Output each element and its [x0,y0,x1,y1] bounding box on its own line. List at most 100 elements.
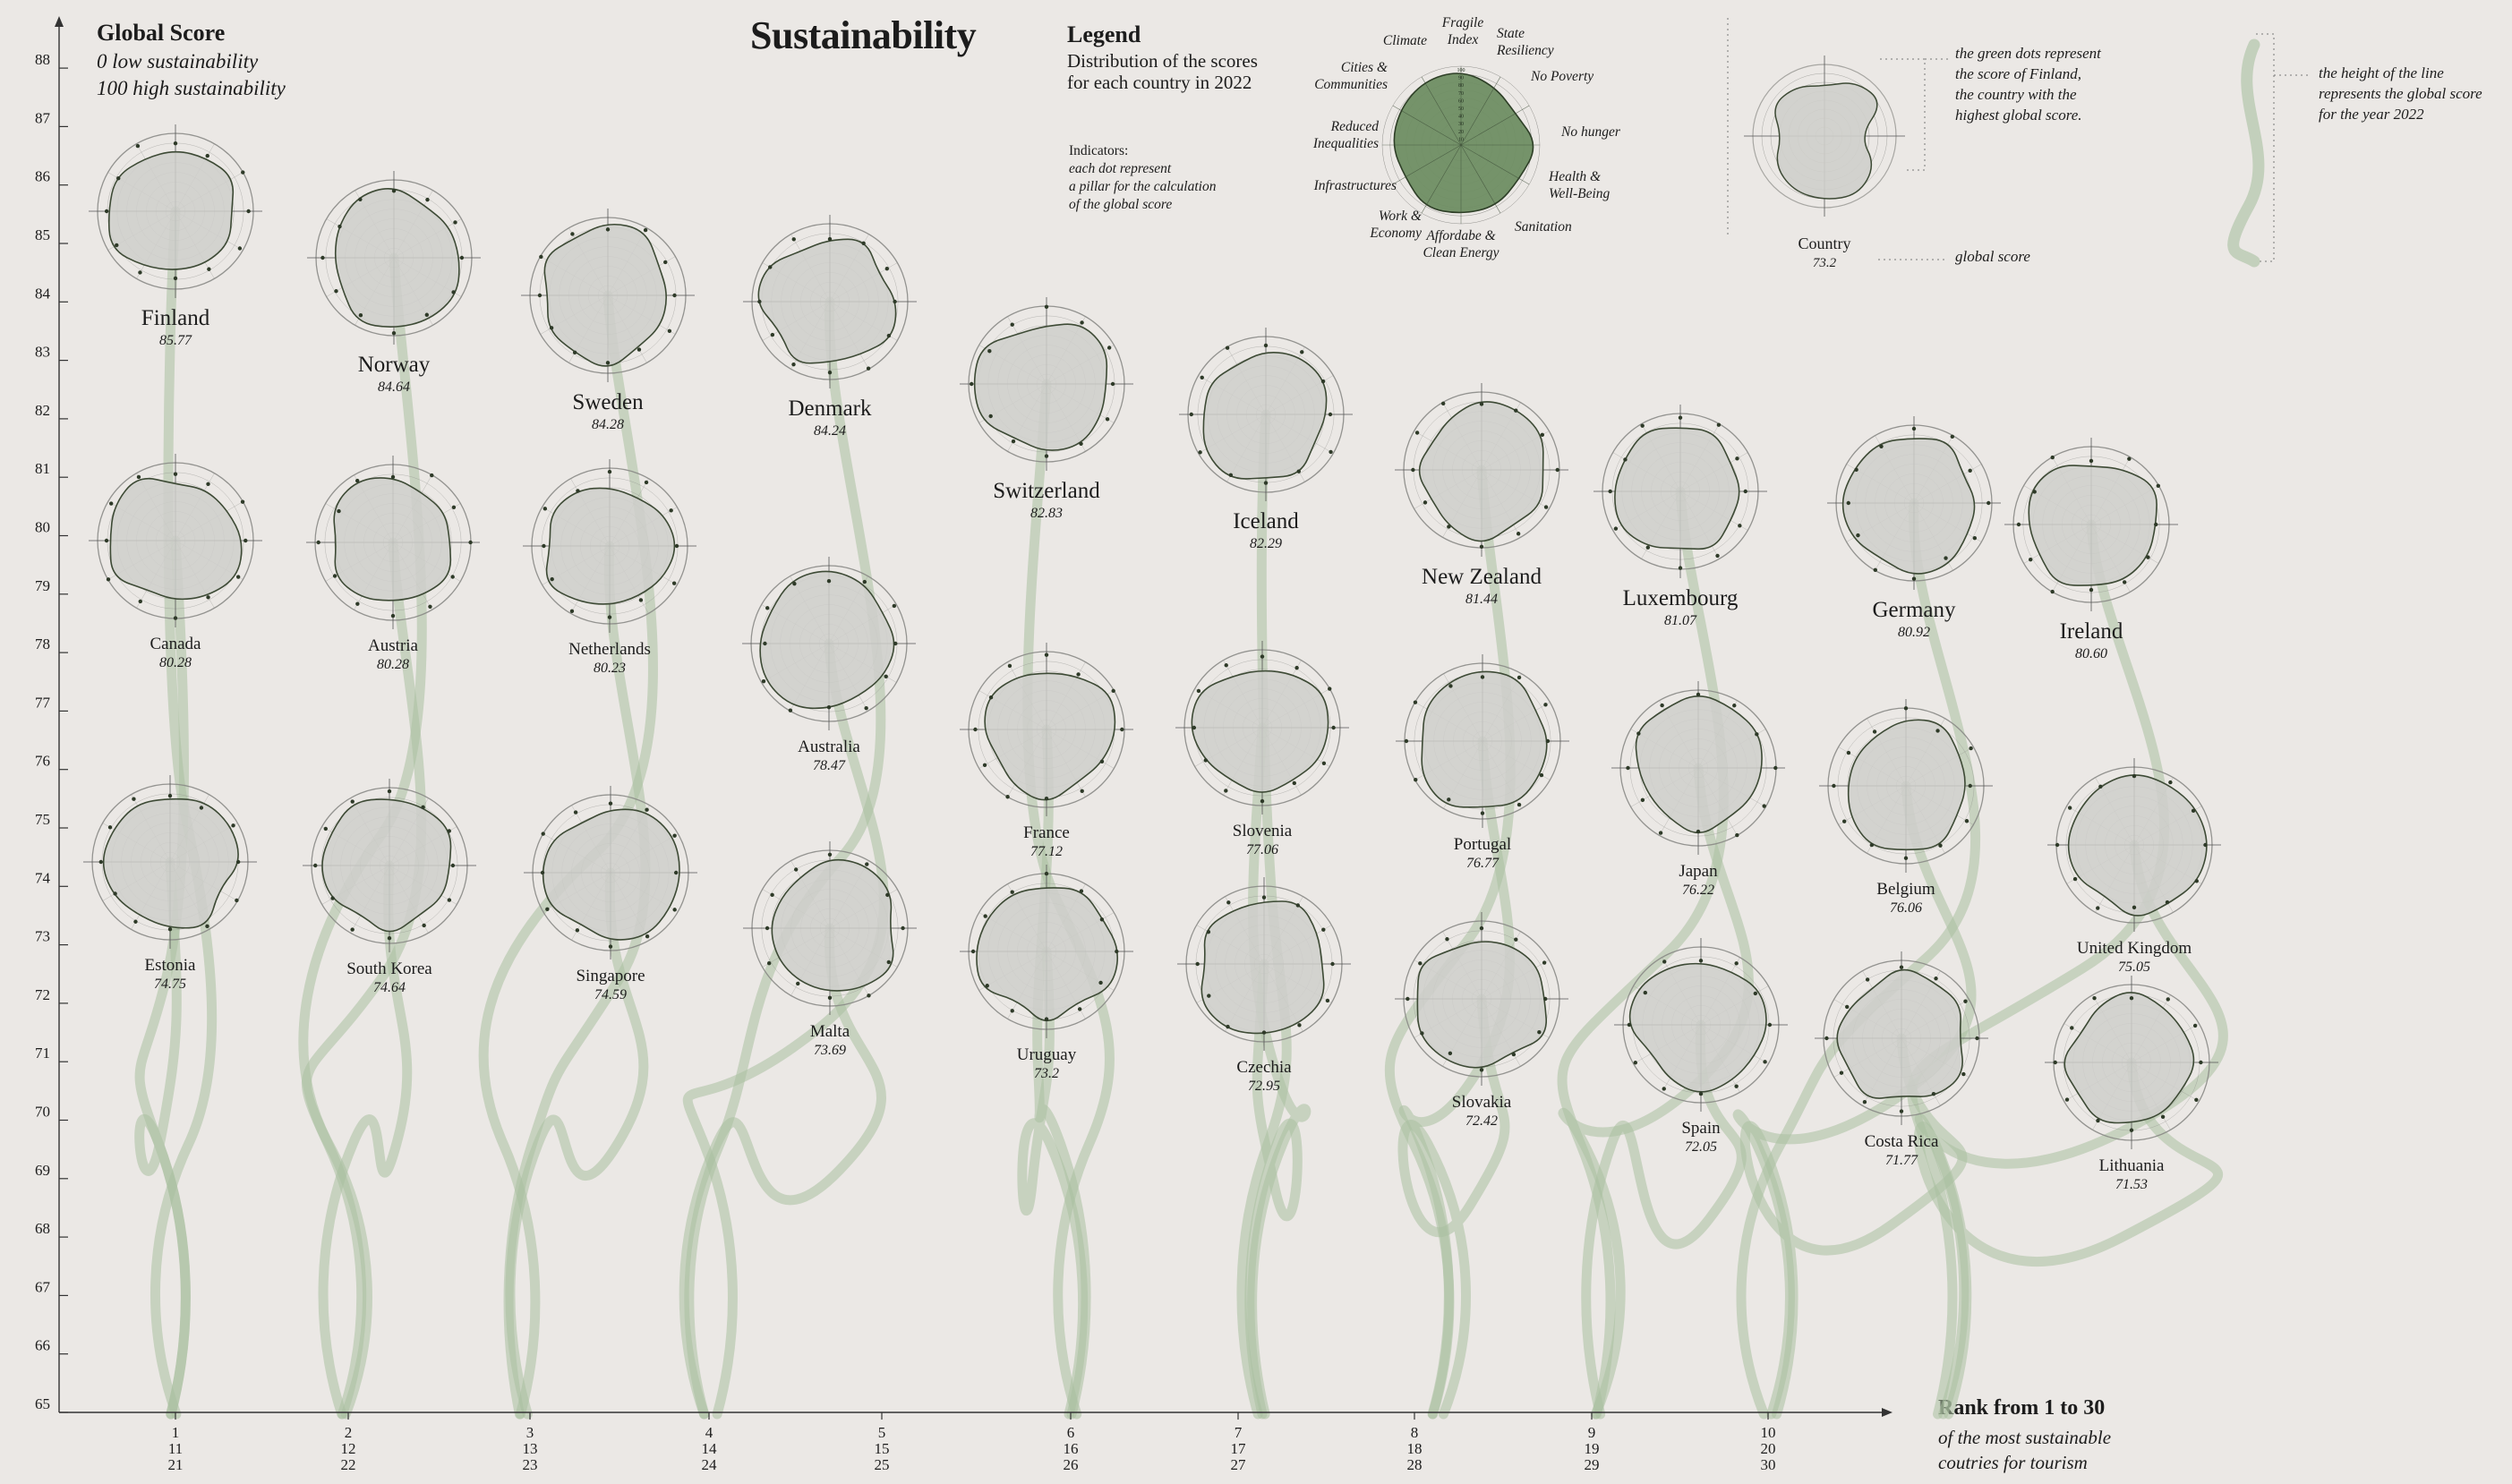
radar-dot [1110,381,1115,387]
legend-pillar-label: Infrastructures [1313,178,1397,193]
radar-dot [791,362,796,367]
radar-dot [1660,703,1664,708]
radar-lithuania [2045,976,2218,1149]
ribbon-luxembourg [1557,486,1729,1420]
radar-dot [2156,483,2161,489]
radar-dot [104,538,109,543]
radar-costa-rica [1815,951,1988,1125]
radar-dot [982,763,987,768]
radar-switzerland [960,297,1133,471]
radar-dot [1120,727,1124,732]
radar-dot [2129,995,2134,1001]
legend-scale-tick: 60 [1458,98,1464,104]
radar-canada [89,454,262,627]
radar-dot [1226,1024,1230,1029]
radar-dot [1938,843,1943,848]
radar-dot [1743,489,1747,494]
legend-spoke [1392,105,1462,146]
radar-dot [173,276,178,281]
global-score-low: 0 low sustainability [97,50,259,72]
radar-dot [390,613,396,618]
radar-dot [1626,765,1630,771]
radar-dot [645,934,650,939]
radar-dot [1300,350,1304,354]
radar-dot [796,981,800,986]
country-name: Germany [1872,598,1956,622]
x-tick-label: 30 [1761,1456,1776,1473]
radar-dot [104,209,109,214]
indicators-line-1: each dot represent [1069,161,1172,176]
radar-dot [1414,777,1418,782]
ribbon-denmark [684,296,886,1420]
radar-dot [1329,449,1333,455]
x-tick-label: 18 [1407,1440,1423,1457]
radar-dot [791,237,796,242]
radar-dot [1911,426,1917,431]
radar-dot [1964,819,1969,823]
radar-dot [793,867,799,872]
radar-dot [1189,412,1193,417]
legend-spoke [1392,144,1462,185]
radar-dot [539,254,543,260]
radar-dot [1203,758,1209,763]
radar-dot [1196,688,1201,694]
radar-shape [759,570,895,710]
y-tick-label: 84 [35,285,51,302]
radar-dot [2032,490,2037,494]
x-tick-label: 25 [875,1456,890,1473]
radar-dot [827,370,833,375]
legend-pillar-label: Resiliency [1496,43,1554,58]
radar-dot [173,616,178,620]
radar-netherlands [523,459,696,633]
radar-shape [1416,941,1547,1069]
radar-shape [1635,695,1763,834]
y-tick-label: 82 [35,402,50,419]
radar-dot [1961,1071,1966,1077]
country-name: Lithuania [2099,1156,2165,1175]
x-tick-label: 19 [1585,1440,1600,1457]
radar-dot [244,538,248,543]
ribbon-malta [679,923,886,1420]
radar-dot [2194,879,2199,883]
rank-title: Rank from 1 to 30 [1938,1396,2106,1420]
radar-dot [1987,500,1991,506]
radar-dot [1098,980,1103,985]
radar-dot [672,833,677,838]
radar-dot [1623,457,1628,462]
radar-dot [1540,432,1545,438]
radar-dot [316,540,320,545]
radar-dot [1543,703,1548,707]
radar-dot [1105,417,1110,422]
radar-dot [886,333,892,338]
y-tick-label: 80 [35,519,50,536]
legend-pillar-label: Fragile [1441,15,1484,30]
legend-radar-shape [1393,72,1534,214]
ribbon-australia [682,638,889,1420]
radar-dot [550,576,554,582]
radar-dot [1643,990,1648,995]
radar-dot [1517,675,1522,680]
country-name: Japan [1679,862,1718,881]
radar-dot [1903,706,1909,711]
radar-dot [1414,431,1420,435]
radar-dot [1411,467,1415,473]
radar-dot [1678,566,1683,570]
radar-sweden [521,209,695,382]
radar-dot [573,810,578,814]
x-tick-label: 17 [1231,1440,1247,1457]
radar-dot [1773,765,1778,771]
radar-dot [334,289,338,294]
radar-dot [1753,991,1758,996]
country-score: 85.77 [159,333,192,348]
radar-dot [644,480,649,485]
radar-dot [667,328,672,333]
page-title: Sustainability [750,13,977,57]
radar-dot [1413,700,1418,704]
radar-dot [1261,1030,1267,1035]
radar-dot [1077,1007,1082,1011]
indicators-line-2: a pillar for the calculation [1069,179,1217,194]
radar-dot [1331,725,1336,730]
radar-dot [1447,525,1451,529]
radar-dot [1328,687,1332,691]
radar-dot [1321,761,1327,765]
